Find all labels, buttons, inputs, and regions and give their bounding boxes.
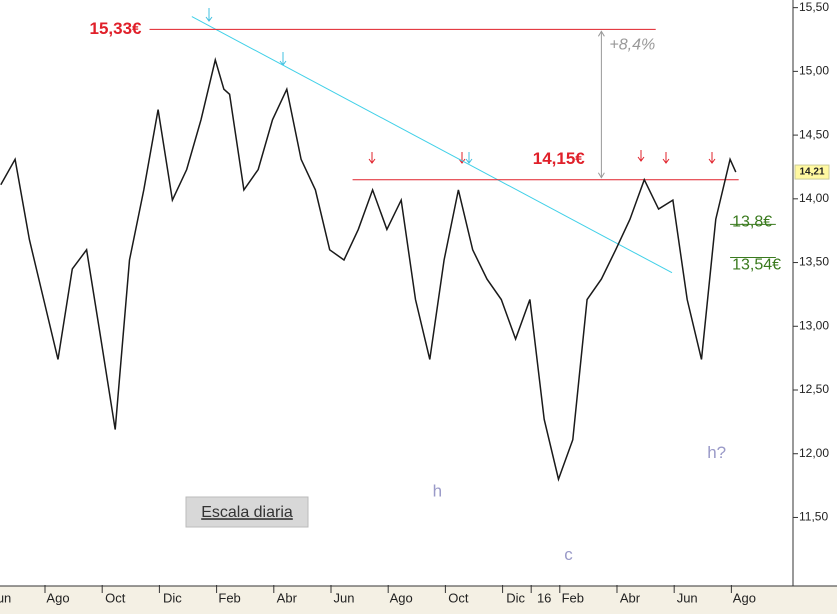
- y-tick-label: 14,00: [799, 191, 829, 205]
- y-tick-label: 13,50: [799, 255, 829, 269]
- note: Escala diaria: [201, 504, 293, 521]
- x-tick-label: Ago: [46, 590, 69, 605]
- y-tick-label: 15,50: [799, 0, 829, 14]
- y-tick-label: 15,00: [799, 64, 829, 78]
- y-tick-label: 11,50: [799, 510, 828, 524]
- x-tick-label: 16: [537, 590, 551, 605]
- y-tick-label: 12,00: [799, 446, 829, 460]
- x-tick-label: Feb: [218, 590, 240, 605]
- price-line: [0, 56, 737, 482]
- x-tick-label: Dic: [163, 590, 182, 605]
- level-label: 14,15€: [533, 149, 586, 168]
- x-tick-label: Abr: [277, 590, 298, 605]
- trendline: [191, 16, 673, 274]
- level-label: 15,33€: [90, 19, 143, 38]
- y-tick-label: 14,50: [799, 127, 829, 141]
- wave-label: h?: [707, 443, 726, 462]
- change-label: +8,4%: [609, 37, 655, 54]
- wave-label: h: [433, 481, 442, 500]
- x-tick-label: Feb: [562, 590, 584, 605]
- x-axis-band: [0, 586, 837, 614]
- level-label: 13,54€: [732, 257, 781, 274]
- note-box: [185, 496, 309, 528]
- y-tick-label: 12,50: [799, 382, 829, 396]
- x-tick-label: Jun: [0, 590, 11, 605]
- x-tick-label: Abr: [620, 590, 641, 605]
- x-tick-label: Jun: [677, 590, 698, 605]
- last-price-box: [794, 164, 830, 180]
- x-tick-label: Jun: [334, 590, 355, 605]
- x-tick-label: Oct: [448, 590, 469, 605]
- level-label: 13,8€: [732, 214, 772, 231]
- y-tick-label: 13,00: [799, 318, 829, 332]
- x-tick-label: Dic: [506, 590, 525, 605]
- last-price-label: 14,21: [799, 167, 824, 178]
- change-arrow-head: [597, 30, 605, 179]
- x-tick-label: Ago: [733, 590, 756, 605]
- wave-label: c: [564, 545, 573, 564]
- peak-arrows: [368, 150, 716, 164]
- x-tick-label: Oct: [105, 590, 126, 605]
- x-tick-label: Ago: [390, 590, 413, 605]
